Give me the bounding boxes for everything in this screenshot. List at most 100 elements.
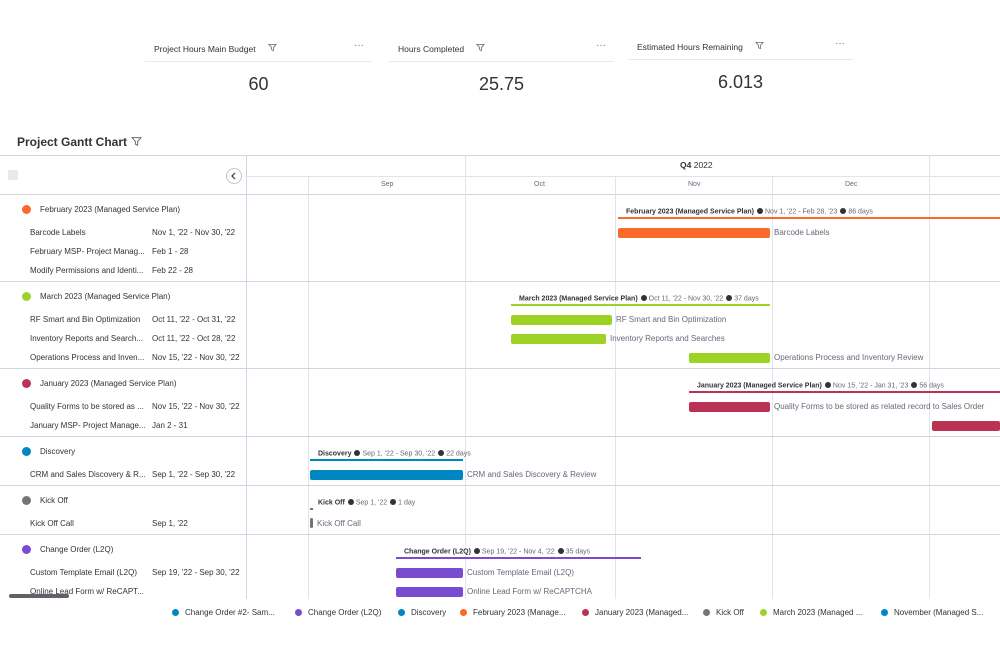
group-color-dot — [22, 545, 31, 554]
month-divider — [308, 176, 309, 599]
legend-dot-icon — [460, 608, 467, 616]
bullet-dot-icon — [726, 295, 733, 301]
group-summary-label: Kick Off Sep 1, '22 1 day — [318, 499, 416, 507]
kpi-header: Project Hours Main Budget ··· — [145, 40, 372, 62]
task-bar-label: CRM and Sales Discovery & Review — [467, 470, 597, 479]
task-name[interactable]: Custom Template Email (L2Q) — [30, 568, 137, 577]
task-bar[interactable] — [396, 587, 463, 597]
task-bar-label: RF Smart and Bin Optimization — [616, 315, 727, 324]
kpi-card-hours-completed[interactable]: Hours Completed ··· 25.75 — [389, 40, 614, 110]
legend-item[interactable]: February 2023 (Manage... — [460, 608, 566, 617]
collapse-all-icon[interactable] — [8, 170, 18, 180]
group-summary-bar[interactable] — [396, 557, 641, 559]
legend-item[interactable]: Change Order (L2Q) — [295, 608, 381, 617]
legend-item[interactable]: Discovery — [398, 608, 446, 617]
gantt-left-pane-border — [246, 155, 247, 599]
group-name[interactable]: Change Order (L2Q) — [40, 545, 114, 554]
legend-item[interactable]: Change Order #2- Sam... — [172, 608, 275, 617]
task-name[interactable]: January MSP- Project Manage... — [30, 421, 146, 430]
more-dots-icon[interactable]: ··· — [596, 40, 606, 51]
group-name[interactable]: March 2023 (Managed Service Plan) — [40, 292, 171, 301]
task-bar[interactable] — [310, 518, 313, 528]
filter-icon[interactable] — [755, 41, 764, 50]
group-color-dot — [22, 496, 31, 505]
kpi-title: Project Hours Main Budget — [154, 44, 256, 54]
group-color-dot — [22, 292, 31, 301]
bullet-dot-icon — [840, 208, 847, 214]
group-summary-bar[interactable] — [689, 391, 1000, 393]
filter-icon[interactable] — [131, 136, 142, 147]
quarter-end-line — [929, 155, 930, 599]
gantt-top-border — [0, 155, 1000, 156]
bullet-dot-icon — [911, 382, 918, 388]
task-name[interactable]: Inventory Reports and Search... — [30, 334, 143, 343]
group-divider — [0, 281, 1000, 282]
bullet-dot-icon — [640, 295, 647, 301]
task-name[interactable]: CRM and Sales Discovery & R... — [30, 470, 146, 479]
task-dates: Sep 19, '22 - Sep 30, '22 — [152, 568, 240, 577]
group-name[interactable]: January 2023 (Managed Service Plan) — [40, 379, 177, 388]
task-bar-label: Kick Off Call — [317, 519, 361, 528]
kpi-card-budget[interactable]: Project Hours Main Budget ··· 60 — [145, 40, 372, 110]
kpi-title: Hours Completed — [398, 44, 465, 54]
group-summary-label: January 2023 (Managed Service Plan) Nov 1… — [697, 382, 944, 390]
legend-item[interactable]: Kick Off — [703, 608, 744, 617]
task-bar[interactable] — [689, 402, 770, 412]
task-name[interactable]: RF Smart and Bin Optimization — [30, 315, 141, 324]
task-dates: Feb 1 - 28 — [152, 247, 189, 256]
legend-dot-icon — [172, 608, 179, 616]
task-name[interactable]: Quality Forms to be stored as ... — [30, 402, 144, 411]
task-bar[interactable] — [618, 228, 770, 238]
gantt-header-border — [0, 194, 1000, 195]
legend-item[interactable]: January 2023 (Managed... — [582, 608, 688, 617]
task-name[interactable]: February MSP- Project Manag... — [30, 247, 145, 256]
quarter-label: Q4 2022 — [680, 160, 713, 170]
group-summary-bar[interactable] — [618, 217, 1000, 219]
task-bar[interactable] — [396, 568, 463, 578]
filter-icon[interactable] — [476, 43, 485, 52]
month-divider — [615, 176, 616, 599]
task-name[interactable]: Modify Permissions and Identi... — [30, 266, 144, 275]
task-bar[interactable] — [511, 334, 606, 344]
horizontal-scrollbar[interactable] — [9, 594, 69, 598]
filter-icon[interactable] — [268, 43, 277, 52]
legend-item[interactable]: November (Managed S... — [881, 608, 983, 617]
group-summary-bar[interactable] — [310, 508, 313, 510]
task-bar-label: Inventory Reports and Searches — [610, 334, 725, 343]
kpi-card-hours-remaining[interactable]: Estimated Hours Remaining ··· 6.013 — [628, 38, 853, 108]
month-label-sep: Sep — [381, 181, 394, 188]
task-name[interactable]: Kick Off Call — [30, 519, 74, 528]
group-name[interactable]: Kick Off — [40, 496, 68, 505]
group-color-dot — [22, 205, 31, 214]
group-color-dot — [22, 379, 31, 388]
timeline-quarter-divider — [246, 176, 1000, 177]
group-summary-bar[interactable] — [511, 304, 770, 306]
task-name[interactable]: Online Lead Form w/ ReCAPT... — [30, 587, 144, 596]
legend-dot-icon — [582, 608, 589, 616]
task-bar-label: Operations Process and Inventory Review — [774, 353, 924, 362]
gantt-bottom-fade — [0, 599, 1000, 667]
task-bar[interactable] — [932, 421, 1000, 431]
task-name[interactable]: Operations Process and Inven... — [30, 353, 145, 362]
task-name[interactable]: Barcode Labels — [30, 228, 86, 237]
bullet-dot-icon — [354, 450, 361, 456]
group-divider — [0, 485, 1000, 486]
more-dots-icon[interactable]: ··· — [835, 38, 845, 49]
bullet-dot-icon — [824, 382, 831, 388]
task-bar[interactable] — [689, 353, 770, 363]
group-name[interactable]: February 2023 (Managed Service Plan) — [40, 205, 181, 214]
task-dates: Sep 1, '22 - Sep 30, '22 — [152, 470, 236, 479]
task-dates: Oct 11, '22 - Oct 28, '22 — [152, 334, 236, 343]
group-name[interactable]: Discovery — [40, 447, 76, 456]
more-dots-icon[interactable]: ··· — [354, 40, 364, 51]
month-label-oct: Oct — [534, 181, 545, 188]
group-summary-bar[interactable] — [310, 459, 463, 461]
task-bar[interactable] — [511, 315, 612, 325]
group-divider — [0, 534, 1000, 535]
task-dates: Nov 15, '22 - Nov 30, '22 — [152, 402, 240, 411]
chevron-left-icon — [231, 172, 236, 180]
task-bar[interactable] — [310, 470, 463, 480]
group-summary-label: February 2023 (Managed Service Plan) Nov … — [626, 208, 873, 216]
legend-item[interactable]: March 2023 (Managed ... — [760, 608, 862, 617]
collapse-left-pane-button[interactable] — [226, 168, 242, 184]
